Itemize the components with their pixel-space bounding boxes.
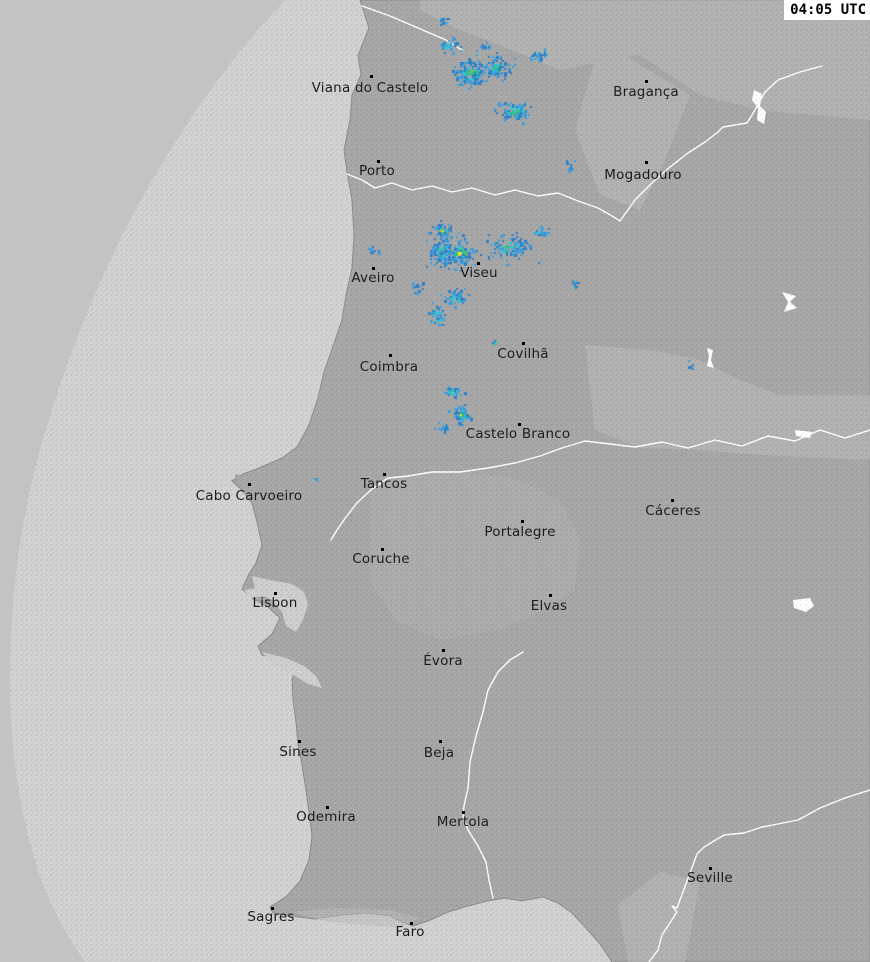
timestamp-box: 04:05 UTC xyxy=(784,0,870,20)
timestamp-text: 04:05 UTC xyxy=(790,1,866,18)
